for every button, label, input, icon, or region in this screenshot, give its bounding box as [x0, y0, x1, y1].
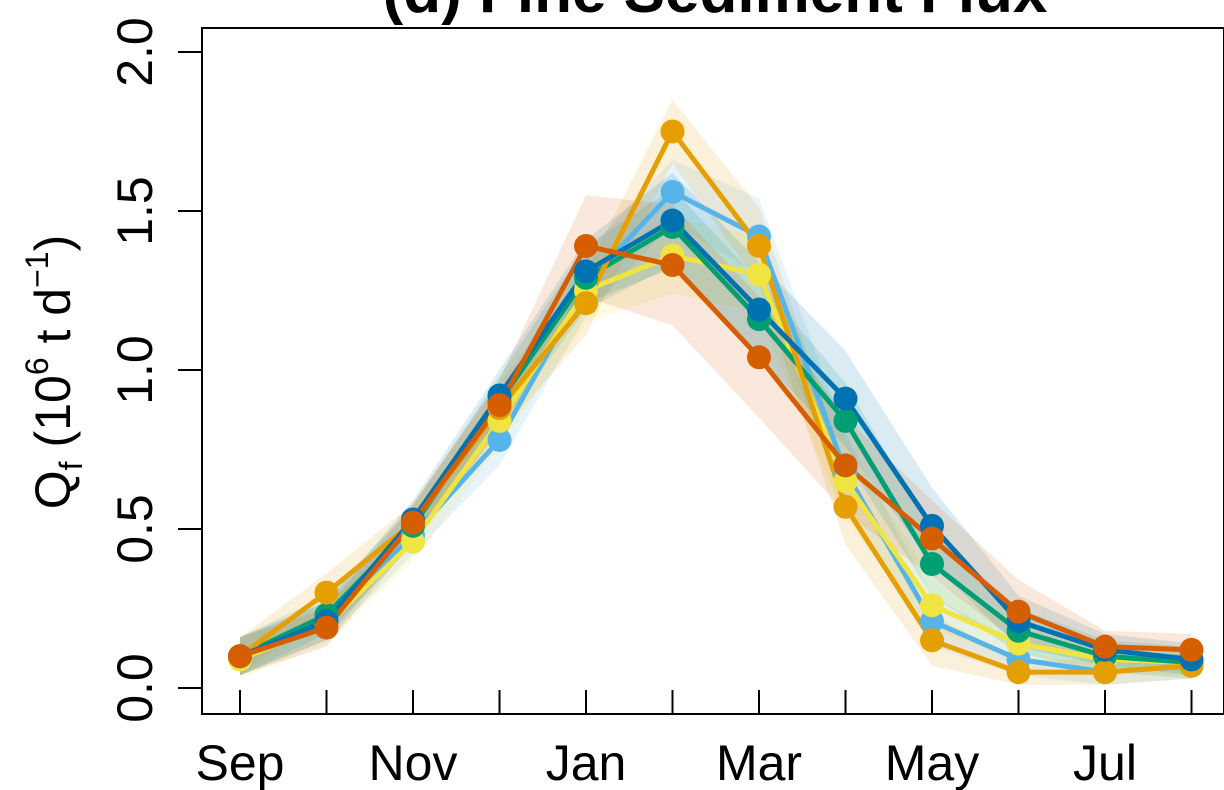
point-series-6-Dec — [487, 392, 512, 417]
x-tick-label-May: May — [885, 735, 979, 790]
point-series-2-Mar — [747, 262, 771, 287]
y-tick-label-4: 2.0 — [107, 17, 163, 87]
y-axis-title-exponent-neg1: −1 — [19, 251, 55, 287]
point-series-4-Jan — [574, 291, 598, 316]
y-tick-label-1: 0.5 — [107, 494, 163, 564]
point-series-6-Mar — [747, 345, 771, 370]
point-series-4-Mar — [747, 233, 771, 258]
y-tick-label-2: 1.0 — [107, 335, 163, 405]
y-axis-title-close: ) — [25, 235, 81, 252]
point-series-4-Jun — [1006, 660, 1031, 685]
point-series-6-Jun — [1006, 599, 1031, 624]
point-series-3-May — [920, 551, 944, 576]
series-points — [228, 119, 1204, 685]
point-series-6-Apr — [833, 453, 858, 478]
point-series-6-Oct — [314, 615, 339, 640]
y-axis-title-symbol: Q — [25, 470, 81, 509]
x-tick-label-Sep: Sep — [196, 735, 285, 790]
point-series-2-May — [920, 593, 944, 618]
point-series-6-Aug — [1179, 637, 1204, 662]
point-series-5-Mar — [747, 297, 771, 322]
point-series-5-Feb — [660, 208, 685, 233]
series-lines — [238, 129, 1192, 675]
point-series-6-Feb — [660, 253, 685, 278]
point-series-1-Dec — [487, 427, 512, 452]
line-series-1 — [239, 189, 1192, 675]
point-series-6-Nov — [401, 510, 425, 535]
line-series-6 — [239, 243, 1192, 659]
point-series-6-Jul — [1093, 634, 1117, 659]
point-series-4-May — [920, 628, 944, 653]
point-series-6-Sep — [228, 644, 252, 669]
point-series-1-Feb — [660, 179, 685, 204]
point-series-6-May — [920, 526, 944, 551]
y-axis-title: Qf (106 t d−1) — [19, 235, 89, 509]
point-series-3-Apr — [833, 408, 858, 433]
x-tick-label-Nov: Nov — [369, 735, 458, 790]
chart-title: (d) Fine Sediment Flux — [383, 0, 1048, 26]
x-tick-label-Jan: Jan — [546, 735, 627, 790]
point-series-5-Jan — [574, 259, 598, 284]
y-axis-title-unit: t d — [25, 288, 81, 357]
y-axis-title-subscript: f — [53, 461, 89, 470]
x-tick-label-Mar: Mar — [716, 735, 802, 790]
point-series-4-Apr — [833, 494, 858, 519]
point-series-4-Feb — [660, 119, 685, 144]
y-axis-title-exponent-6: 6 — [19, 357, 55, 375]
point-series-6-Jan — [574, 233, 598, 258]
point-series-4-Jul — [1093, 660, 1117, 685]
x-tick-label-Jul: Jul — [1073, 735, 1137, 790]
y-tick-label-0: 0.0 — [107, 653, 163, 723]
point-series-5-Apr — [833, 386, 858, 411]
y-axis-title-open: (10 — [25, 375, 81, 447]
x-axis: Sep Nov Jan Mar May Jul — [196, 690, 1193, 790]
y-axis: 0.0 0.5 1.0 1.5 2.0 — [107, 17, 202, 723]
y-tick-label-3: 1.5 — [107, 176, 163, 246]
point-series-4-Oct — [314, 580, 339, 605]
